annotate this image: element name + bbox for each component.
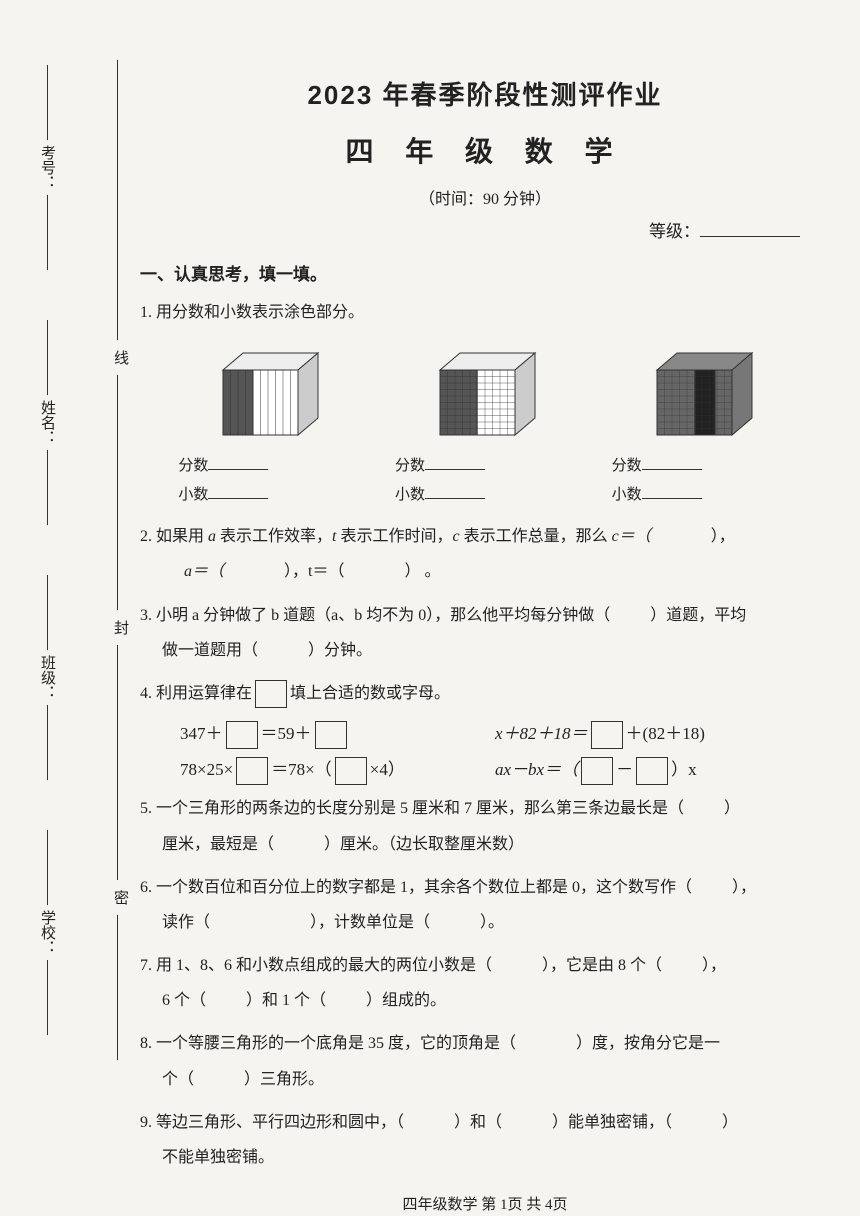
cubes-row: 分数 小数: [160, 345, 810, 509]
cube-2-svg: [420, 345, 550, 440]
q4-eq-row-1: 347＋＝59＋ x＋82＋18＝＋(82＋18): [140, 719, 830, 749]
question-6: 6. 一个数百位和百分位上的数字都是 1，其余各个数位上都是 0，这个数写作（）…: [140, 870, 830, 940]
grade-line: 等级：: [140, 217, 830, 242]
question-8: 8. 一个等腰三角形的一个底角是 35 度，它的顶角是（）度，按角分它是一 个（…: [140, 1026, 830, 1096]
question-5: 5. 一个三角形的两条边的长度分别是 5 厘米和 7 厘米，那么第三条边最长是（…: [140, 791, 830, 861]
question-1: 1. 用分数和小数表示涂色部分。: [140, 295, 830, 330]
cube-1: 分数 小数: [178, 345, 358, 509]
class-field: 班级：: [20, 575, 75, 780]
sub-title: 四 年 级 数 学: [140, 130, 830, 170]
school-field: 学校：: [20, 830, 75, 1035]
cube-2: 分数 小数: [395, 345, 575, 509]
cube-3-svg: [637, 345, 767, 440]
question-2: 2. 如果用 a 表示工作效率，t 表示工作时间，c 表示工作总量，那么 c＝（…: [140, 519, 830, 589]
time-info: （时间：90 分钟）: [140, 185, 830, 209]
main-title: 2023 年春季阶段性测评作业: [140, 75, 830, 112]
q4-eq-row-2: 78×25×＝78×（×4） ax－bx＝（－）x: [140, 755, 830, 785]
question-4: 4. 利用运算律在填上合适的数或字母。: [140, 676, 830, 711]
name-field: 姓名：: [20, 320, 75, 525]
cube-1-svg: [203, 345, 333, 440]
question-3: 3. 小明 a 分钟做了 b 道题（a、b 均不为 0），那么他平均每分钟做（）…: [140, 598, 830, 668]
grade-blank[interactable]: [700, 236, 800, 237]
question-7: 7. 用 1、8、6 和小数点组成的最大的两位小数是（），它是由 8 个（）， …: [140, 948, 830, 1018]
exam-number-field: 考号：: [20, 65, 75, 270]
seal-line: 线 封 密: [105, 60, 135, 1060]
page-footer: 四年级数学 第 1页 共 4页: [140, 1193, 830, 1214]
question-9: 9. 等边三角形、平行四边形和圆中，（）和（）能单独密铺，（） 不能单独密铺。: [140, 1105, 830, 1175]
cube-3: 分数 小数: [612, 345, 792, 509]
section-1-title: 一、认真思考，填一填。: [140, 260, 830, 285]
